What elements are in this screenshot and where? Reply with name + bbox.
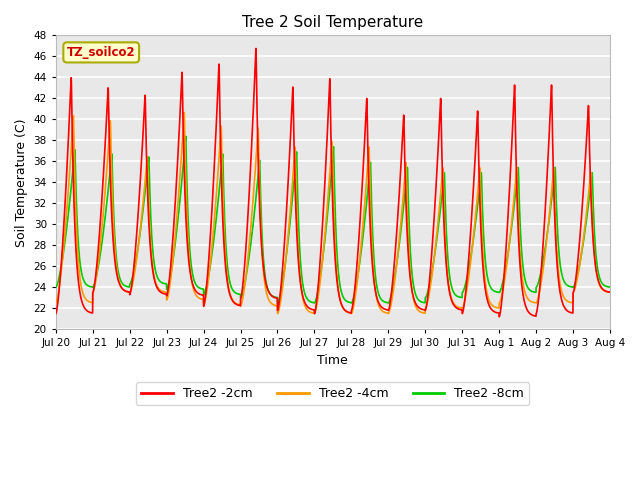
Text: TZ_soilco2: TZ_soilco2 (67, 46, 136, 59)
Y-axis label: Soil Temperature (C): Soil Temperature (C) (15, 118, 28, 247)
Legend: Tree2 -2cm, Tree2 -4cm, Tree2 -8cm: Tree2 -2cm, Tree2 -4cm, Tree2 -8cm (136, 383, 529, 406)
Title: Tree 2 Soil Temperature: Tree 2 Soil Temperature (242, 15, 424, 30)
X-axis label: Time: Time (317, 354, 348, 367)
